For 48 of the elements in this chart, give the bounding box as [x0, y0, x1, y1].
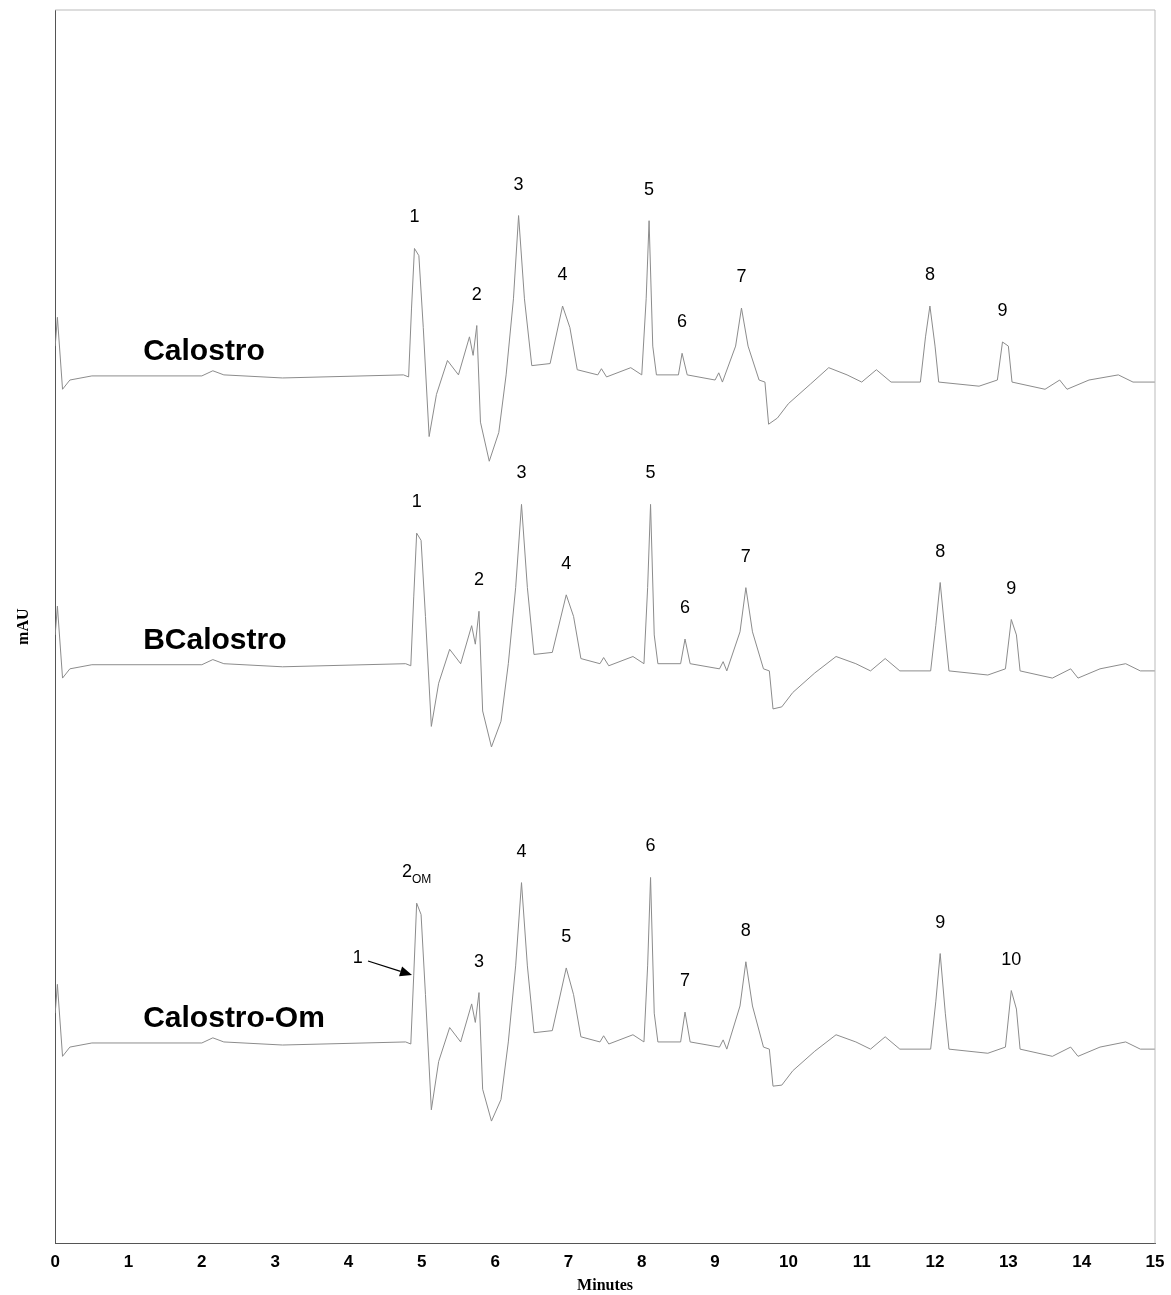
annotation: 1	[409, 206, 420, 227]
x-tick-label: 4	[343, 1252, 354, 1272]
annotation: 3	[473, 950, 484, 971]
annotation: 7	[736, 266, 747, 287]
series-label: Calostro	[143, 332, 265, 366]
annotation: 9	[1006, 577, 1017, 598]
x-tick-label: 12	[925, 1252, 945, 1272]
annotation: 1	[411, 491, 422, 512]
x-tick-label: 8	[637, 1252, 647, 1272]
annotation: 4	[561, 552, 572, 573]
annotation: 4	[516, 840, 527, 861]
annotation: 8	[740, 919, 751, 940]
annotation: 6	[645, 835, 656, 856]
x-tick-label: 9	[710, 1252, 720, 1272]
annotation: 7	[680, 970, 691, 991]
series-label: Calostro-Om	[143, 999, 325, 1033]
x-tick-label: 15	[1145, 1252, 1165, 1272]
annotation: 6	[677, 311, 688, 332]
x-tick-label: 5	[417, 1252, 427, 1272]
annotation: 3	[516, 462, 527, 483]
annotation: 10	[1001, 948, 1022, 969]
y-axis-title: mAU	[13, 608, 31, 645]
annotation: 1	[352, 947, 363, 968]
annotation: 5	[645, 462, 656, 483]
x-tick-label: 10	[778, 1252, 798, 1272]
annotation: 8	[924, 264, 935, 285]
annotation: 2	[471, 283, 482, 304]
x-tick-label: 1	[123, 1252, 134, 1272]
x-tick-label: 14	[1072, 1252, 1092, 1272]
annotation: 6	[680, 597, 691, 618]
x-tick-label: 3	[270, 1252, 280, 1272]
annotation: 9	[935, 911, 946, 932]
x-tick-label: 2	[197, 1252, 207, 1272]
x-tick-label: 7	[563, 1252, 574, 1272]
x-tick-label: 6	[490, 1252, 500, 1272]
annotation: 7	[740, 545, 751, 566]
annotation: 3	[513, 173, 524, 194]
series-label: BCalostro	[143, 621, 287, 655]
annotation: 5	[561, 925, 572, 946]
x-tick-label: 11	[852, 1252, 871, 1272]
x-tick-label: 13	[998, 1252, 1018, 1272]
x-axis-title: Minutes	[577, 1275, 634, 1293]
annotation: 4	[557, 264, 568, 285]
x-tick-label: 0	[50, 1252, 60, 1272]
annotation: 2	[473, 569, 484, 590]
annotation: 8	[935, 540, 946, 561]
annotation: 9	[997, 299, 1008, 320]
annotation: 5	[644, 178, 655, 199]
